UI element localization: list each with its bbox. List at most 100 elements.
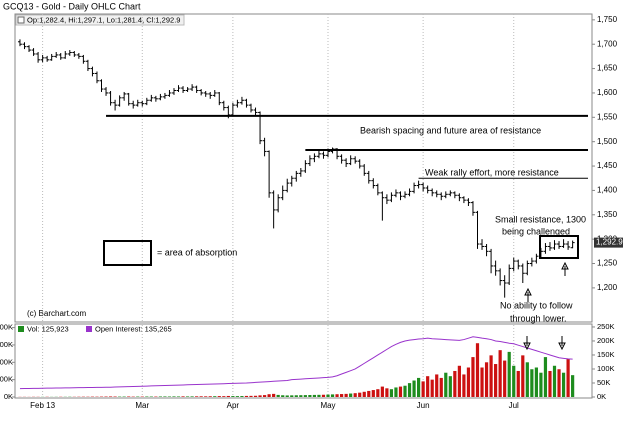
y-tick-label: 400K [0, 323, 13, 332]
volume-bar [543, 357, 548, 397]
y2-tick-label: 0K [597, 392, 606, 401]
volume-bar [475, 343, 480, 397]
volume-bar [530, 369, 534, 397]
x-tick-label: Jul [509, 401, 519, 410]
volume-bar [240, 396, 244, 397]
volume-bar [226, 395, 230, 397]
last-price-box [594, 237, 623, 248]
y-tick-label: 1,500 [597, 137, 618, 146]
volume-bar [403, 385, 407, 397]
volume-bar [534, 367, 538, 397]
y-tick-label: 1,750 [597, 15, 618, 24]
volume-bar [376, 389, 380, 397]
volume-bar [435, 374, 439, 397]
volume-bar [108, 396, 113, 397]
volume-bar [321, 394, 326, 397]
volume-bar [421, 381, 425, 397]
volume-layer: 0K 100K 200K 300K 400K 0K 50K 100K 150K 200K 250K F… [0, 322, 615, 410]
volume-bar [172, 396, 176, 397]
volume-bar [521, 355, 525, 397]
volume-bar [539, 372, 543, 397]
volume-bar [385, 388, 389, 397]
volume-bar [362, 391, 366, 397]
volume-bar [281, 395, 285, 397]
volume-bar [308, 395, 312, 397]
volume-bar [507, 351, 511, 397]
x-tick-label: May [320, 401, 335, 410]
volume-bar [199, 396, 203, 397]
volume-bar [195, 396, 199, 397]
x-tick-label: Jun [417, 401, 430, 410]
arrow-up [524, 287, 532, 302]
volume-bar [444, 372, 448, 397]
y-tick-label: 1,700 [597, 39, 618, 48]
volume-bar [548, 370, 552, 397]
header-box [15, 14, 185, 26]
open-interest-line [19, 336, 573, 390]
volume-bar [312, 394, 317, 397]
volume-bar [290, 395, 294, 397]
volume-bar [512, 365, 516, 397]
volume-bar [389, 389, 394, 397]
volume-bar [344, 393, 348, 397]
volume-bar [204, 396, 208, 397]
volume-bar [158, 396, 162, 397]
volume-bar [494, 364, 498, 397]
annotation: through lower. [510, 313, 567, 323]
annotation: Bearish spacing and future area of resis… [360, 125, 541, 135]
annotation: No ability to follow [500, 300, 573, 310]
volume-bar [561, 372, 566, 397]
volume-bar [552, 365, 557, 397]
volume-bar [489, 355, 493, 397]
volume-bar [471, 357, 475, 397]
volume-bar [516, 370, 520, 397]
y2-tick-label: 250K [597, 322, 615, 331]
arrow-up [561, 261, 569, 276]
x-tick-label: Feb 13 [30, 401, 55, 410]
legend-box [103, 240, 152, 266]
volume-bar [303, 395, 307, 397]
volume-bar [267, 394, 271, 397]
y-tick-label: 1,250 [597, 259, 618, 268]
volume-bar [217, 396, 221, 397]
volume-bar [394, 387, 398, 397]
volume-bar [371, 390, 375, 397]
volume-bar [176, 396, 181, 397]
legend-label: Open Interest: 135,265 [95, 324, 172, 333]
volume-bar [262, 395, 267, 397]
y2-tick-label: 150K [597, 350, 615, 359]
price-frame [14, 13, 593, 323]
header-icon [17, 16, 25, 24]
volume-bar [272, 393, 276, 397]
volume-bar [466, 367, 471, 397]
chart-title: GCQ13 - Gold - Daily OHLC Chart [3, 1, 141, 11]
legend-label: Vol: 125,923 [27, 324, 69, 333]
volume-bar [335, 394, 339, 397]
volume-bar [417, 377, 421, 397]
volume-bar [317, 394, 321, 397]
volume-bar [426, 376, 430, 397]
volume-bar [353, 393, 357, 397]
last-price-label: 1,292.9 [596, 238, 623, 247]
volume-frame [14, 323, 593, 399]
volume-bar [299, 395, 303, 397]
y-tick-label: 1,400 [597, 186, 618, 195]
arrow-down [523, 336, 531, 351]
price-layer: 1,2001,2501,3001,3501,4001,4501,5001,550… [17, 14, 623, 322]
ohlc-header: Op:1,282.4, Hi:1,297.1, Lo:1,281.4, Cl:1… [27, 15, 180, 24]
volume-bar [380, 386, 384, 397]
volume-bar [181, 396, 185, 397]
volume-bar [349, 393, 353, 397]
volume-bar [407, 383, 412, 397]
volume-bar [557, 369, 561, 397]
volume-bar [358, 392, 362, 397]
y-tick-label: 100K [0, 375, 13, 384]
volume-bar [503, 360, 507, 397]
volume-bar [330, 394, 335, 397]
volume-bar [571, 375, 575, 397]
legend-swatch [18, 326, 24, 332]
volume-bar [235, 396, 240, 397]
volume-bar [249, 395, 253, 397]
